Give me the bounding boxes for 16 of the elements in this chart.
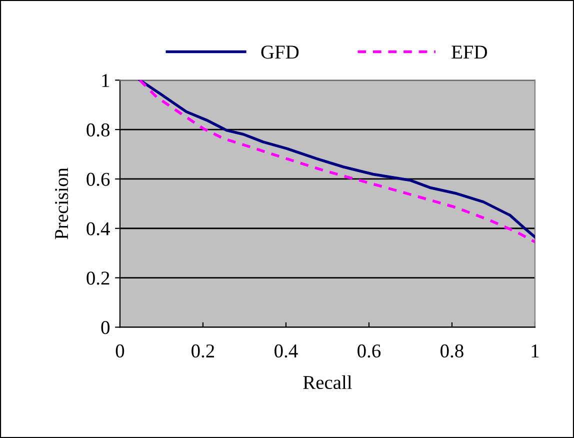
x-tick-label: 0.2	[192, 344, 214, 358]
y-tick-label: 0.6	[86, 172, 110, 186]
x-tick-label: 0.8	[440, 344, 464, 358]
y-tick-label: 0.4	[86, 222, 110, 236]
y-tick-label: 0	[101, 321, 110, 334]
x-tick-label: 0.4	[274, 344, 298, 358]
x-axis-title: Recall	[303, 375, 352, 390]
x-tick-label: 1	[532, 344, 539, 358]
y-tick-label: 0.8	[86, 123, 110, 137]
legend-label: GFD	[261, 46, 299, 59]
legend-label: EFD	[452, 46, 488, 59]
y-axis-title: Precision	[55, 168, 68, 240]
x-tick-label: 0	[116, 344, 124, 358]
x-tick-label: 0.6	[358, 344, 381, 358]
y-tick-label: 0.2	[86, 272, 110, 285]
y-tick-label: 1	[102, 74, 110, 87]
